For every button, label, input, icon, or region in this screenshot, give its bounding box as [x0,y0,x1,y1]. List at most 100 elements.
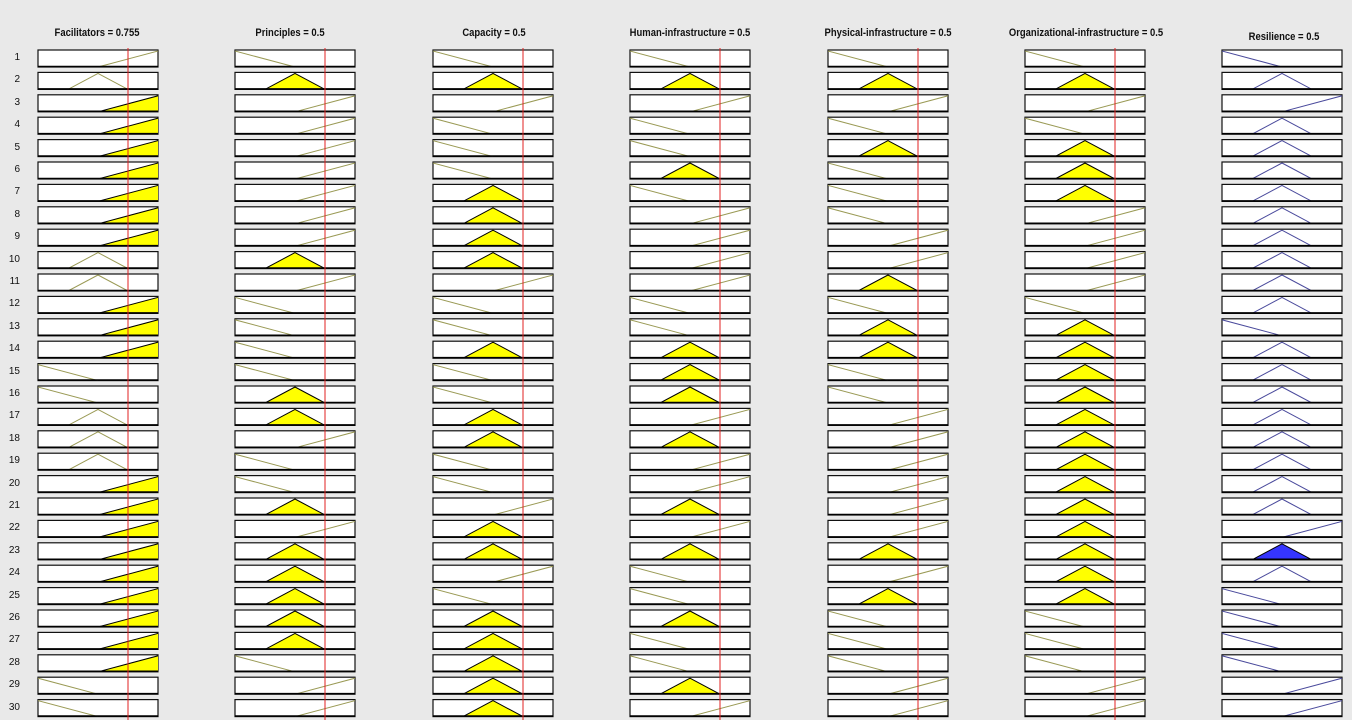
rule-cell[interactable] [432,340,554,359]
rule-cell[interactable] [234,586,356,606]
rule-cell[interactable] [234,564,356,583]
rule-cell[interactable] [570,564,751,583]
rule-cell[interactable] [1221,183,1343,202]
rule-cell[interactable] [0,385,159,404]
rule-cell[interactable] [965,609,1146,628]
rule-cell[interactable] [175,340,356,359]
rule-cell[interactable] [1024,161,1146,180]
rule-cell[interactable] [432,206,554,225]
rule-cell[interactable] [629,385,751,404]
rule-cell[interactable] [37,430,159,449]
rule-cell[interactable] [570,49,751,68]
rule-cell[interactable] [768,385,949,404]
rule-cell[interactable] [570,116,751,135]
rule-cell[interactable] [1221,139,1343,158]
rule-cell[interactable] [175,452,356,471]
rule-cell[interactable] [1024,475,1146,494]
rule-cell[interactable] [0,363,159,382]
rule-cell[interactable] [234,542,356,561]
rule-cell[interactable] [432,430,554,449]
rule-cell[interactable] [1221,519,1352,539]
rule-cell[interactable] [175,49,356,68]
rule-cell[interactable] [1221,273,1343,292]
rule-cell[interactable] [234,631,356,651]
rule-cell[interactable] [432,609,554,628]
rule-cell[interactable] [0,698,159,718]
rule-cell[interactable] [827,586,949,606]
rule-cell[interactable] [234,71,356,91]
rule-cell[interactable] [37,71,159,91]
rule-cell[interactable] [629,71,751,91]
rule-cell[interactable] [432,71,554,91]
rule-cell[interactable] [768,609,949,628]
rule-cell[interactable] [1221,161,1343,180]
rule-cell[interactable] [432,542,554,561]
rule-cell[interactable] [1221,251,1343,270]
rule-cell[interactable] [768,295,949,314]
rule-cell[interactable] [1024,586,1146,606]
rule-cell[interactable] [1221,94,1352,113]
rule-cell[interactable] [373,161,554,180]
rule-cell[interactable] [570,139,751,158]
rule-cell[interactable] [1221,385,1343,404]
rule-cell[interactable] [1221,71,1343,91]
rule-cell[interactable] [373,586,554,606]
rule-cell[interactable] [1024,452,1146,471]
rule-cell[interactable] [373,49,554,68]
rule-cell[interactable] [1024,519,1146,539]
rule-cell[interactable] [1221,206,1343,225]
rule-cell[interactable] [768,161,949,180]
rule-cell[interactable] [629,161,751,180]
rule-cell[interactable] [234,407,356,426]
rule-cell[interactable] [570,318,751,337]
rule-cell[interactable] [1221,676,1352,695]
rule-cell[interactable] [234,497,356,516]
rule-cell[interactable] [373,318,554,337]
rule-cell[interactable] [234,251,356,270]
rule-cell[interactable] [1221,363,1343,382]
rule-cell[interactable] [827,340,949,359]
rule-cell[interactable] [629,340,751,359]
rule-cell[interactable] [37,273,159,292]
rule-cell[interactable] [1221,475,1343,494]
rule-cell[interactable] [373,385,554,404]
rule-cell[interactable] [965,631,1146,651]
rule-cell[interactable] [1221,116,1343,135]
rule-cell[interactable] [965,49,1146,68]
rule-cell[interactable] [1221,698,1352,718]
rule-cell[interactable] [432,183,554,202]
rule-cell[interactable] [373,116,554,135]
rule-cell[interactable] [1162,586,1343,606]
rule-cell[interactable] [768,183,949,202]
rule-cell[interactable] [175,318,356,337]
rule-cell[interactable] [373,139,554,158]
rule-cell[interactable] [1024,542,1146,561]
rule-cell[interactable] [1024,407,1146,426]
rule-cell[interactable] [570,631,751,651]
rule-cell[interactable] [234,609,356,628]
rule-cell[interactable] [1221,452,1343,471]
rule-cell[interactable] [570,183,751,202]
rule-cell[interactable] [1221,497,1343,516]
rule-cell[interactable] [827,273,949,292]
rule-cell[interactable] [373,295,554,314]
rule-cell[interactable] [1024,430,1146,449]
rule-cell[interactable] [1162,609,1343,628]
rule-cell[interactable] [1162,49,1343,68]
rule-cell[interactable] [432,676,554,695]
rule-cell[interactable] [827,542,949,561]
rule-cell[interactable] [965,116,1146,135]
rule-cell[interactable] [827,71,949,91]
rule-cell[interactable] [768,631,949,651]
rule-cell[interactable] [373,363,554,382]
rule-cell[interactable] [629,363,751,382]
rule-cell[interactable] [1221,228,1343,247]
rule-cell[interactable] [768,206,949,225]
rule-cell[interactable] [629,676,751,695]
rule-cell[interactable] [37,251,159,270]
rule-cell[interactable] [768,116,949,135]
rule-cell[interactable] [175,654,356,673]
rule-cell[interactable] [175,363,356,382]
rule-cell[interactable] [570,586,751,606]
